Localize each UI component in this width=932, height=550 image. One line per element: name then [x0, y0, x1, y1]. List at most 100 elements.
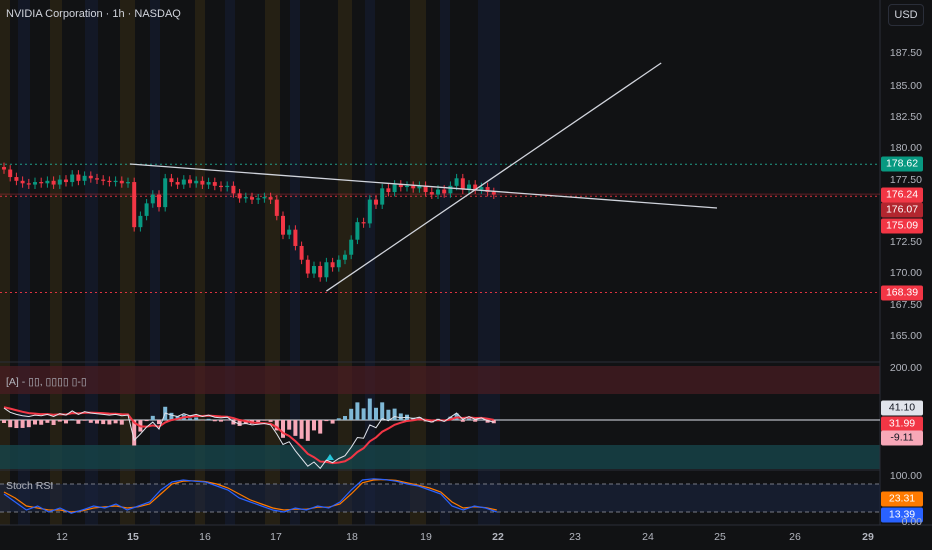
- candle: [26, 183, 31, 185]
- candle: [491, 192, 496, 195]
- macd-histogram-bar: [318, 420, 323, 434]
- macd-histogram-bar: [374, 407, 378, 420]
- candle: [76, 174, 81, 181]
- candle: [330, 262, 335, 268]
- candle: [150, 194, 155, 204]
- time-axis-label: 18: [346, 531, 358, 543]
- candle: [336, 259, 341, 268]
- price-axis-label: 165.00: [889, 330, 922, 342]
- macd-histogram-bar: [398, 413, 403, 420]
- macd-histogram-bar: [219, 420, 223, 422]
- candle: [82, 175, 87, 181]
- macd-label[interactable]: [A] - ▯▯, ▯▯▯▯ ▯-▯: [6, 376, 87, 388]
- macd-oversold-zone: [0, 445, 880, 469]
- macd-histogram-bar: [150, 415, 155, 420]
- stoch-k-line: [3, 478, 498, 514]
- candle: [423, 185, 428, 193]
- candle: [398, 184, 403, 188]
- time-axis-label: 25: [714, 531, 726, 543]
- candle: [392, 184, 397, 193]
- macd-histogram-bar: [132, 420, 137, 446]
- price-axis-label: 177.50: [889, 174, 922, 186]
- price-tag: 168.39: [881, 285, 923, 301]
- candle: [448, 185, 453, 194]
- macd-histogram-bar: [324, 420, 329, 422]
- macd-histogram-bar: [95, 420, 99, 424]
- candle: [132, 182, 137, 228]
- candle: [163, 178, 168, 208]
- candle: [181, 179, 186, 185]
- macd-histogram-bar: [349, 408, 354, 420]
- candle: [169, 178, 174, 183]
- macd-histogram-bar: [26, 420, 31, 428]
- price-axis-label: 187.50: [889, 47, 922, 59]
- candle: [454, 178, 459, 186]
- macd-histogram-bar: [467, 418, 471, 420]
- session-stripe: [0, 0, 10, 525]
- candle: [343, 254, 347, 260]
- candle: [361, 222, 366, 224]
- macd-histogram-bar: [392, 408, 397, 420]
- candle: [70, 174, 75, 183]
- session-stripe: [365, 0, 375, 525]
- time-axis-label: 19: [420, 531, 432, 543]
- candle: [442, 189, 447, 194]
- candle: [318, 266, 323, 278]
- macd-histogram-bar: [82, 420, 87, 421]
- candle: [417, 185, 422, 189]
- macd-histogram-bar: [268, 420, 273, 422]
- macd-histogram-bar: [212, 420, 217, 422]
- buy-signal-icon: [326, 454, 334, 460]
- price-axis-label: 185.00: [889, 80, 922, 92]
- macd-histogram-bar: [88, 420, 93, 423]
- candle: [188, 179, 192, 184]
- macd-histogram-bar: [386, 409, 391, 420]
- macd-histogram-bar: [293, 420, 298, 436]
- macd-axis-label: 200.00: [889, 362, 922, 374]
- price-axis-label: 172.50: [889, 236, 922, 248]
- stoch-d-line: [3, 478, 497, 513]
- candle: [194, 180, 199, 184]
- session-stripe: [225, 0, 235, 525]
- candle: [380, 188, 385, 205]
- currency-button[interactable]: USD: [888, 4, 924, 26]
- macd-histogram-bar: [64, 420, 68, 424]
- macd-histogram-bar: [8, 420, 13, 428]
- candle: [460, 178, 465, 190]
- stoch-axis-top: 100.00: [889, 470, 922, 482]
- stoch-axis-bottom: 0.00: [901, 516, 922, 528]
- macd-histogram-bar: [237, 420, 242, 426]
- candle: [231, 185, 236, 194]
- candle: [101, 179, 106, 181]
- candle: [45, 180, 50, 184]
- macd-histogram-bar: [380, 402, 385, 420]
- price-axis-label: 167.50: [889, 299, 922, 311]
- candle: [144, 203, 149, 216]
- candle: [374, 199, 378, 205]
- candle: [355, 222, 360, 240]
- candle: [256, 198, 261, 200]
- candle: [405, 185, 409, 188]
- macd-histogram-bar: [343, 416, 347, 420]
- candle: [57, 179, 62, 185]
- candle: [113, 180, 118, 183]
- macd-histogram-bar: [460, 420, 465, 422]
- time-axis-label: 29: [862, 531, 874, 543]
- candle: [88, 175, 93, 179]
- candle: [237, 193, 242, 199]
- time-axis-label: 17: [270, 531, 282, 543]
- candle: [126, 182, 130, 184]
- time-axis-label: 22: [492, 531, 504, 543]
- macd-value-tag: 31.99: [881, 416, 923, 432]
- candle: [119, 180, 124, 184]
- stoch-rsi-label[interactable]: Stoch RSI: [6, 480, 54, 492]
- symbol-title: NVIDIA Corporation · 1h · NASDAQ: [6, 8, 181, 20]
- price-tag: 175.09: [881, 218, 923, 234]
- candle: [262, 197, 267, 199]
- candle: [64, 179, 68, 183]
- macd-value-tag: -9.11: [881, 430, 923, 446]
- session-stripe: [440, 0, 450, 525]
- macd-value-tag: 41.10: [881, 400, 923, 416]
- candle: [14, 177, 19, 181]
